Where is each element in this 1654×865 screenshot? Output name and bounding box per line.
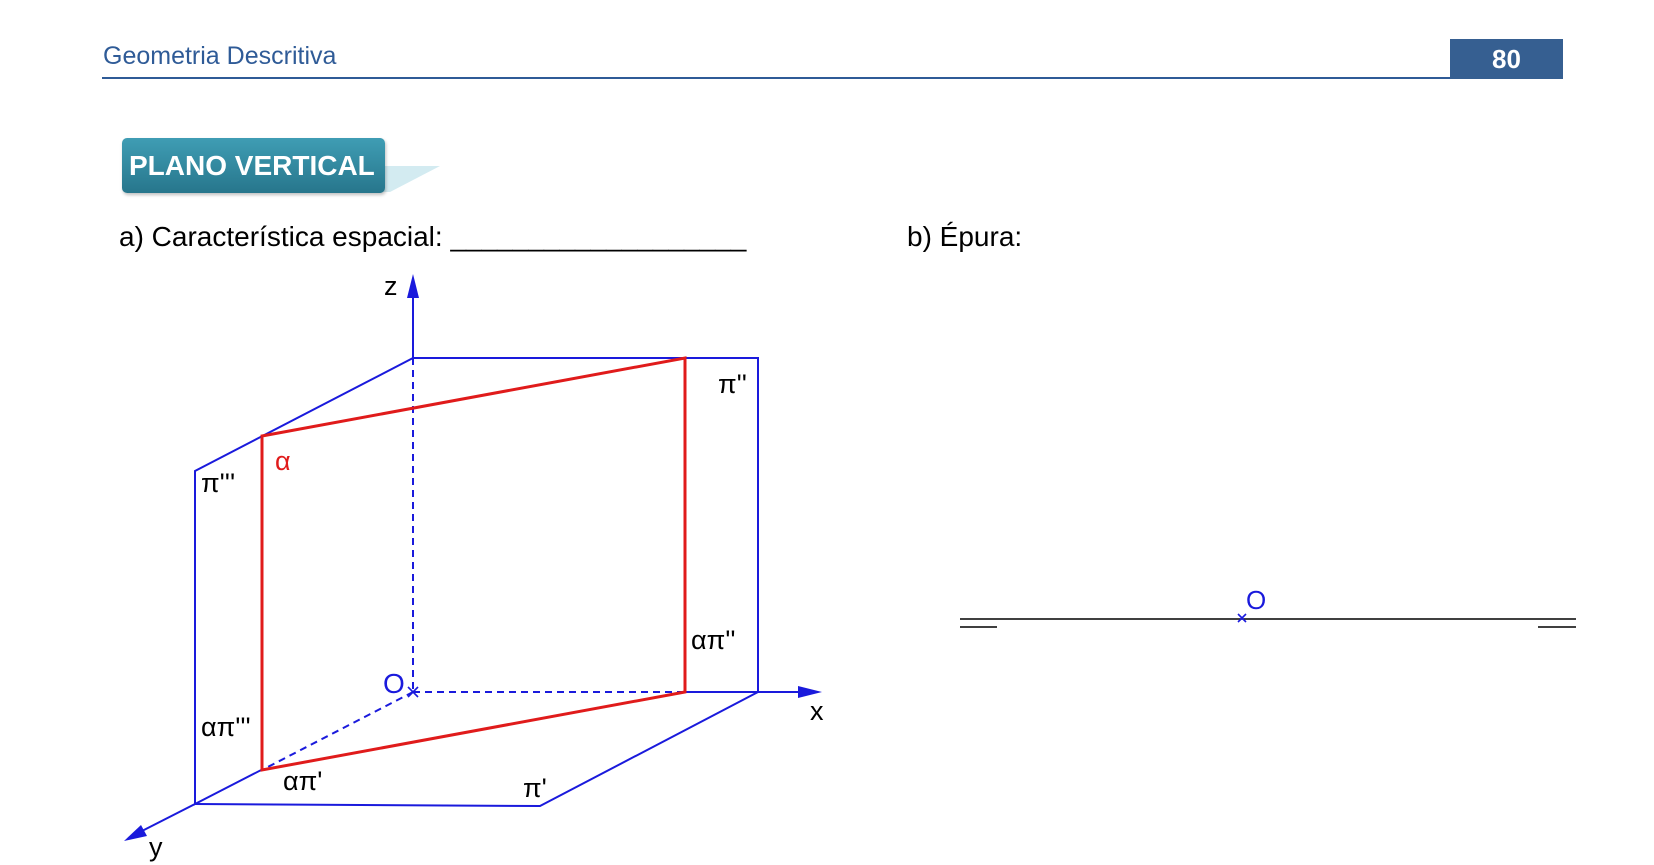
epura-origin-label: O [1246,585,1266,615]
alpha-pi2-label: απ'' [691,625,736,655]
header-title: Geometria Descritiva [103,42,337,70]
z-label: z [384,271,398,301]
pi2-label: π'' [718,369,747,399]
page-number: 80 [1450,39,1563,79]
pi3-label: π''' [201,468,235,498]
alpha-pi3-label: απ''' [201,712,251,742]
alpha-pi1-label: απ' [283,766,322,796]
y-arrow [124,825,147,841]
alpha-label: α [275,446,291,476]
y-label: y [149,832,163,862]
section-tag: PLANO VERTICAL [122,138,385,193]
question-a: a) Característica espacial: ____________… [119,221,747,252]
x-arrow [798,686,822,698]
x-label: x [810,696,824,726]
y-axis [139,803,196,833]
z-arrow [407,274,419,298]
section-tag-tail [380,166,440,192]
origin-label: O [383,668,405,699]
pi1-plane [194,691,759,808]
alpha-plane [260,356,687,772]
question-b: b) Épura: [907,221,1023,252]
pi1-label: π' [523,773,547,803]
y-axis-hidden [261,691,414,771]
header-rule [102,77,1562,79]
